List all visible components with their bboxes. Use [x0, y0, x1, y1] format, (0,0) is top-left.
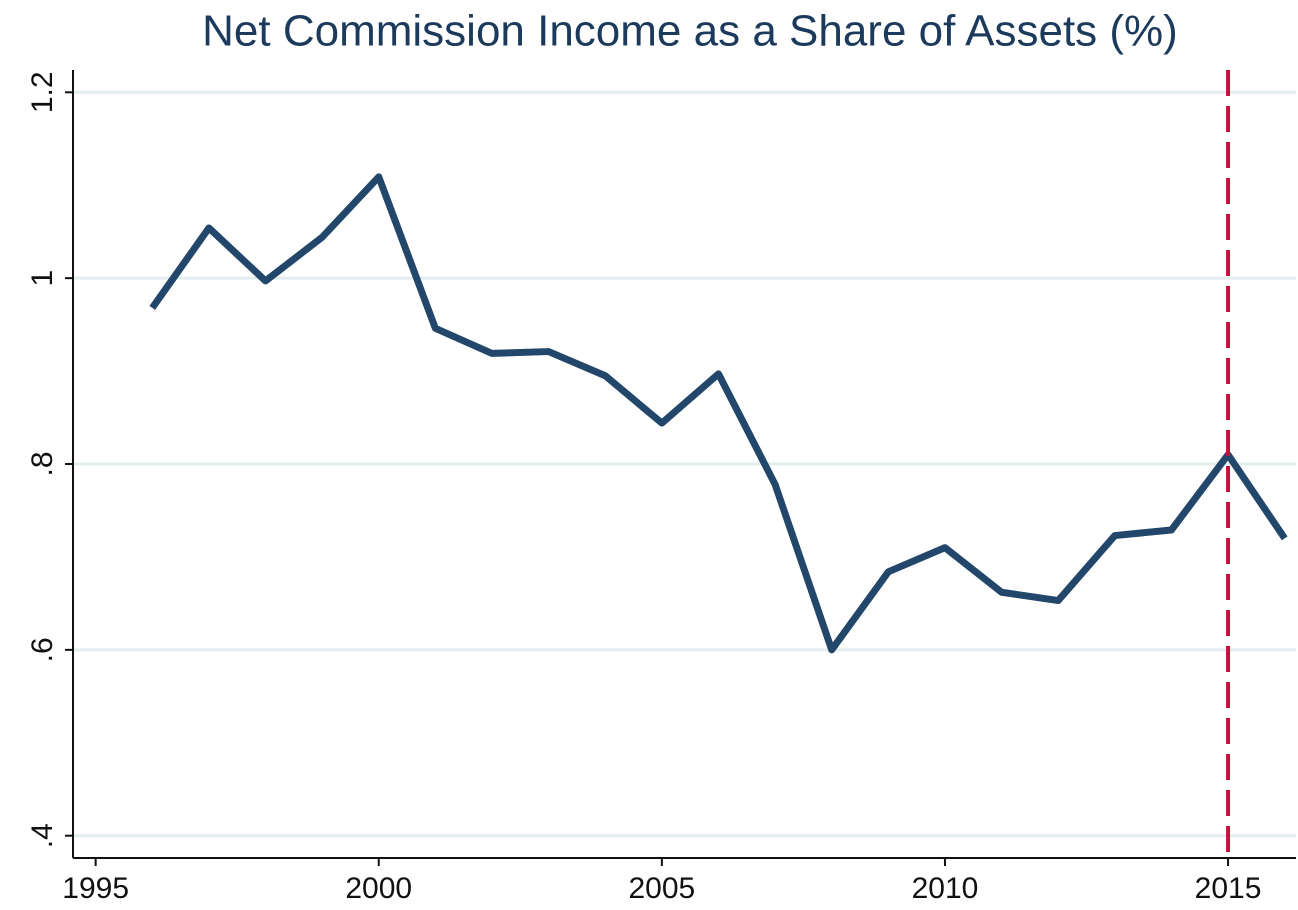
x-tick-label: 2010: [912, 872, 979, 905]
y-tick-label: .6: [26, 637, 59, 662]
y-tick-label: 1: [26, 270, 59, 287]
y-tick-label: .8: [26, 451, 59, 476]
x-tick-label: 2005: [628, 872, 695, 905]
y-tick-label: .4: [26, 823, 59, 848]
x-tick-label: 2000: [345, 872, 412, 905]
data-line: [149, 173, 1288, 654]
chart-title: Net Commission Income as a Share of Asse…: [202, 7, 1178, 56]
x-tick-label: 2015: [1195, 872, 1262, 905]
x-tick-label: 1995: [62, 872, 129, 905]
y-tick-label: 1.2: [26, 71, 59, 113]
